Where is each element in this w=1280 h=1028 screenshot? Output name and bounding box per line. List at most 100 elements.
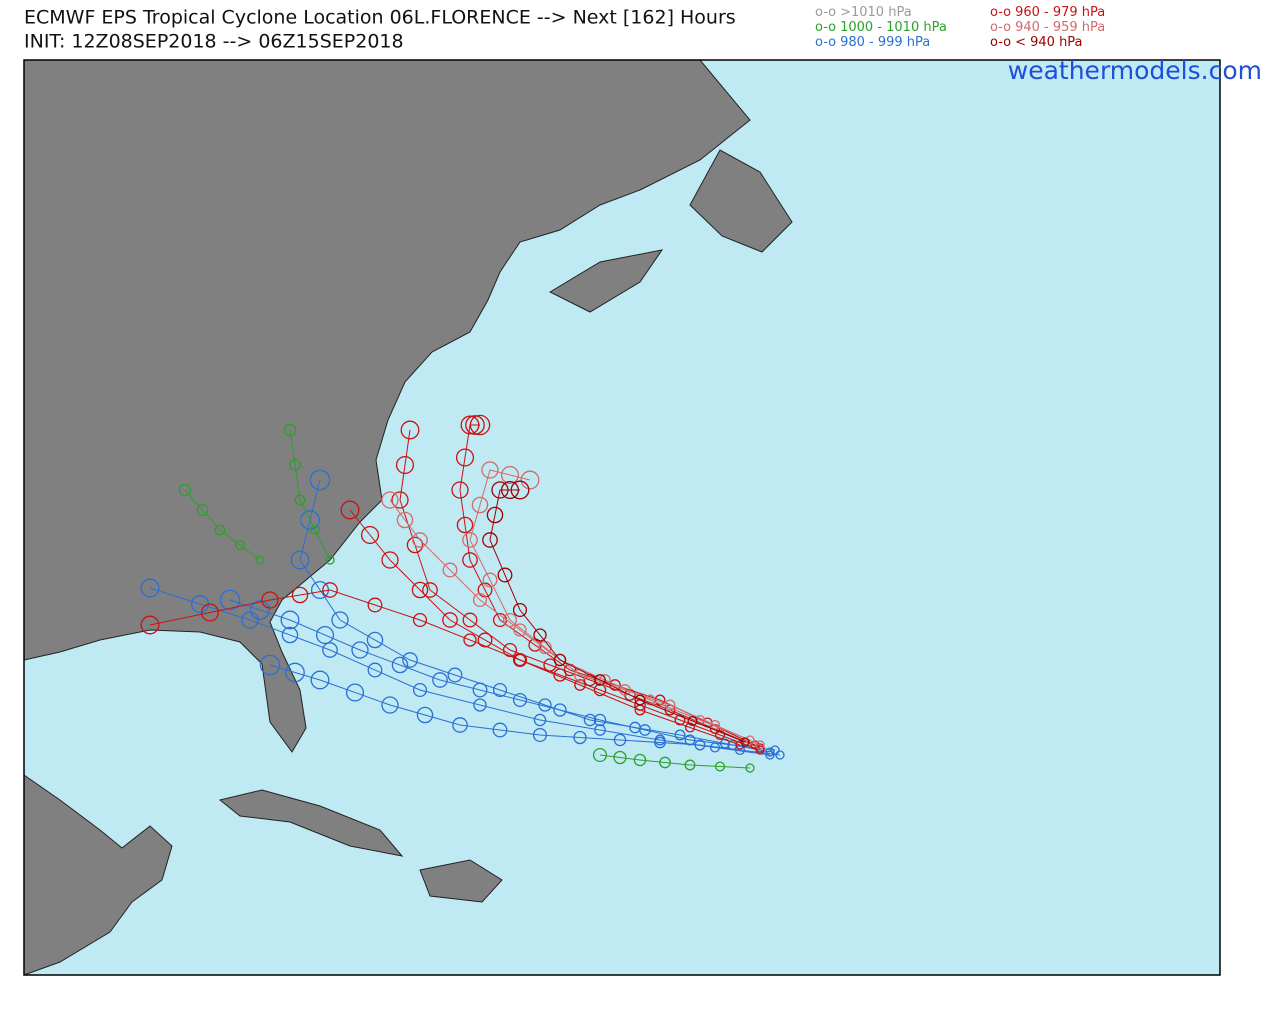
track-point [291,586,309,604]
track-point [255,555,265,565]
track-point [412,682,428,698]
track-point [178,483,192,497]
legend-marker: o-o [990,35,1011,50]
track-point [594,724,606,736]
track-point [583,713,597,727]
track-point [391,656,409,674]
track-point [462,532,478,548]
track-point [709,719,721,731]
track-point [533,628,547,642]
track-point [512,602,528,618]
track-point [259,654,281,676]
track-point [687,715,698,727]
track-point [735,740,745,750]
track-point [290,550,310,570]
track-point [322,582,338,598]
track-point [502,612,518,628]
legend-label: < 940 hPa [1015,35,1082,50]
track-point [406,536,424,554]
track-point [250,600,270,620]
track-point [451,481,469,499]
legend-entry: o-o 1000 - 1010 hPa [815,20,947,35]
track-point [613,750,627,765]
track-point [281,626,299,644]
track-line [469,469,761,746]
track-point [492,682,508,698]
legend-marker: o-o [815,35,836,50]
track-point [381,696,399,714]
track-point [411,581,429,599]
watermark: weathermodels.com [1008,56,1262,85]
track-point [447,667,463,683]
legend-label: 1000 - 1010 hPa [840,20,947,35]
track-point [469,414,491,436]
track-point [367,597,383,613]
legend-label: >1010 hPa [840,5,912,20]
track-point [486,506,504,524]
track-point [492,722,508,738]
tracks [140,414,785,773]
track-point [472,592,488,608]
track-point [395,455,415,475]
track-point [400,420,420,440]
track-point [513,623,527,637]
track-point [200,603,220,622]
track-point [594,674,606,686]
track-point [654,736,666,749]
track-point [500,465,520,485]
track-point [719,738,731,749]
track-point [765,750,775,760]
track-point [310,670,330,690]
track-point [593,683,607,697]
track-point [775,750,785,760]
track-point [442,612,458,628]
track-point [709,742,721,753]
track-point [285,662,305,683]
track-point [381,491,399,509]
track-point [462,552,478,568]
track-point [465,415,485,435]
track-point [613,733,627,747]
track-point [755,740,765,750]
track-line [184,489,261,561]
track-point [633,753,647,767]
hispaniola [419,859,503,903]
track-point [538,698,552,712]
track-point [513,653,527,667]
track-line [149,589,741,746]
legend-entry: o-o 980 - 999 hPa [815,35,930,50]
track-point [412,532,428,548]
track-point [442,562,458,578]
nova-scotia [548,249,664,313]
track-line [489,489,746,743]
land [23,59,793,976]
track-point [309,524,321,536]
title: ECMWF EPS Tropical Cyclone Location 06L.… [24,7,736,29]
track-line [459,424,756,746]
track-point [482,572,498,588]
track-point [553,703,567,717]
track-point [367,662,383,678]
track-point [491,481,509,499]
track-point [770,745,780,755]
track-point [654,734,666,746]
track-point [510,480,530,500]
track-point [219,589,241,611]
legend-marker: o-o [815,5,836,20]
track-point [283,423,297,437]
cuba [218,789,404,857]
track-point [241,611,259,629]
track-point [512,692,528,708]
track-point [684,759,696,771]
track-point [740,737,750,747]
legend: o-o >1010 hPa o-o 1000 - 1010 hPa o-o 980 - 9… [815,5,1105,50]
legend-label: 960 - 979 hPa [1015,5,1105,20]
track-point [460,415,480,435]
legend-entry: o-o < 940 hPa [990,35,1083,50]
legend-entry: o-o 940 - 959 hPa [990,20,1105,35]
track-point [315,625,335,645]
newfoundland [689,149,793,253]
legend-marker: o-o [815,20,836,35]
